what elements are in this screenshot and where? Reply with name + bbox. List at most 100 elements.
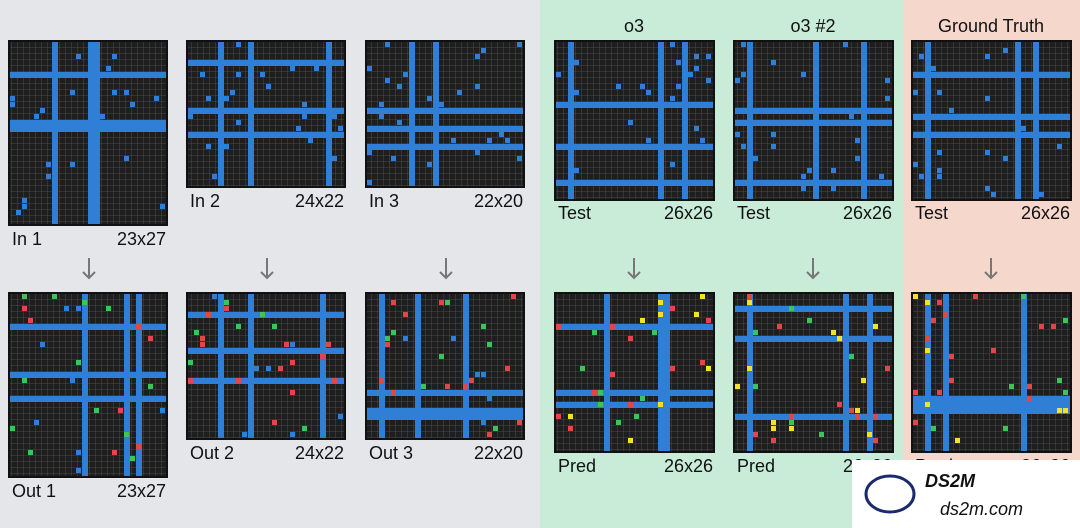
cell bbox=[302, 102, 307, 107]
cell bbox=[236, 42, 241, 47]
grid-size: 24x22 bbox=[295, 443, 344, 463]
cell bbox=[771, 60, 776, 65]
cell bbox=[694, 54, 699, 59]
cell bbox=[831, 186, 836, 191]
cell bbox=[112, 90, 117, 95]
cell bbox=[475, 150, 480, 155]
cell bbox=[753, 432, 758, 437]
grid bbox=[733, 40, 894, 201]
cell bbox=[487, 432, 492, 437]
arrow bbox=[984, 258, 998, 280]
cell bbox=[867, 108, 872, 113]
cell bbox=[188, 378, 193, 383]
blue-line bbox=[658, 42, 664, 199]
cell bbox=[855, 156, 860, 161]
blue-line bbox=[136, 294, 142, 476]
cell bbox=[112, 54, 117, 59]
cell bbox=[379, 114, 384, 119]
cell bbox=[439, 354, 444, 359]
cell bbox=[562, 102, 567, 107]
cell bbox=[112, 450, 117, 455]
cell bbox=[28, 318, 33, 323]
cell bbox=[124, 90, 129, 95]
cell bbox=[505, 366, 510, 371]
arrow bbox=[82, 258, 96, 280]
blue-line bbox=[556, 324, 713, 330]
cell bbox=[616, 420, 621, 425]
cell bbox=[937, 174, 942, 179]
grid bbox=[554, 40, 715, 201]
cell bbox=[985, 54, 990, 59]
cell bbox=[700, 138, 705, 143]
cell bbox=[124, 354, 129, 359]
cell bbox=[925, 66, 930, 71]
cell bbox=[556, 414, 561, 419]
cell bbox=[403, 72, 408, 77]
grid bbox=[186, 40, 346, 188]
grid-label: Out 1 bbox=[12, 481, 56, 501]
blue-line bbox=[10, 324, 166, 330]
cell bbox=[991, 72, 996, 77]
cell bbox=[82, 120, 87, 125]
cell bbox=[913, 162, 918, 167]
cell bbox=[130, 456, 135, 461]
cell bbox=[481, 414, 486, 419]
cell bbox=[925, 300, 930, 305]
cell bbox=[861, 378, 866, 383]
cell bbox=[885, 78, 890, 83]
cell bbox=[676, 60, 681, 65]
cell bbox=[640, 84, 645, 89]
cell bbox=[931, 426, 936, 431]
cell bbox=[254, 366, 259, 371]
blue-line bbox=[188, 378, 344, 384]
watermark-box bbox=[852, 460, 1080, 528]
blue-line bbox=[188, 132, 344, 138]
cell bbox=[385, 42, 390, 47]
cell bbox=[592, 390, 597, 395]
cell bbox=[937, 300, 942, 305]
cell bbox=[1033, 180, 1038, 185]
cell bbox=[487, 342, 492, 347]
blue-line bbox=[735, 336, 892, 342]
cell bbox=[580, 366, 585, 371]
blue-line bbox=[747, 294, 753, 451]
blue-line bbox=[556, 144, 713, 150]
column-title: o3 bbox=[624, 16, 644, 36]
cell bbox=[610, 102, 615, 107]
column-title: Ground Truth bbox=[938, 16, 1044, 36]
cell bbox=[415, 408, 420, 413]
blue-line bbox=[326, 42, 332, 186]
blue-line bbox=[604, 294, 610, 451]
cell bbox=[379, 102, 384, 107]
cell bbox=[789, 414, 794, 419]
cell bbox=[807, 318, 812, 323]
blue-line bbox=[124, 294, 130, 476]
cell bbox=[124, 432, 129, 437]
cell bbox=[1021, 126, 1026, 131]
cell bbox=[913, 390, 918, 395]
cell bbox=[1051, 324, 1056, 329]
blue-line bbox=[415, 294, 421, 438]
cell bbox=[771, 426, 776, 431]
watermark-url: ds2m.com bbox=[940, 499, 1023, 519]
blue-line bbox=[409, 42, 415, 186]
cell bbox=[919, 174, 924, 179]
cell bbox=[332, 378, 337, 383]
cell bbox=[706, 366, 711, 371]
cell bbox=[949, 108, 954, 113]
cell bbox=[236, 120, 241, 125]
cell bbox=[694, 312, 699, 317]
cell bbox=[22, 306, 27, 311]
cell bbox=[598, 402, 603, 407]
cell bbox=[469, 378, 474, 383]
cell bbox=[427, 162, 432, 167]
cell bbox=[391, 390, 396, 395]
cell bbox=[290, 342, 295, 347]
cell bbox=[1057, 408, 1062, 413]
cell bbox=[475, 54, 480, 59]
cell bbox=[505, 138, 510, 143]
cell bbox=[670, 162, 675, 167]
cell bbox=[76, 306, 81, 311]
cell bbox=[801, 186, 806, 191]
